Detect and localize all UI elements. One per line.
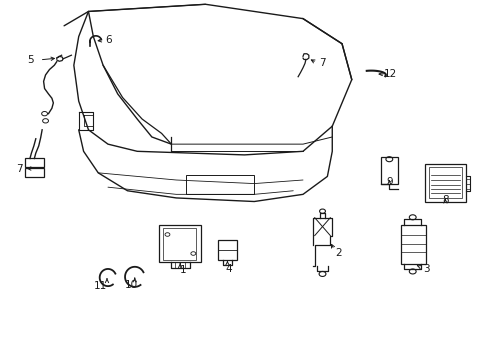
Text: 7: 7 [16, 163, 22, 174]
Bar [25, 168, 43, 177]
Text: 12: 12 [384, 69, 397, 79]
Text: 11: 11 [94, 281, 107, 291]
Text: 1: 1 [180, 265, 186, 275]
Bar [380, 157, 397, 184]
Text: 10: 10 [124, 280, 138, 290]
Text: 7: 7 [319, 58, 325, 68]
Bar [163, 228, 196, 260]
Text: 5: 5 [27, 55, 34, 65]
Text: 6: 6 [105, 35, 112, 45]
Bar [428, 167, 461, 198]
Text: 9: 9 [385, 177, 392, 187]
Bar [217, 240, 237, 260]
Text: 3: 3 [423, 264, 429, 274]
Bar [159, 225, 200, 262]
Bar [185, 175, 254, 194]
Bar [424, 164, 466, 202]
Text: 2: 2 [335, 248, 341, 258]
Bar [400, 225, 425, 264]
Bar [25, 158, 43, 167]
Text: 4: 4 [225, 264, 232, 274]
Text: 8: 8 [441, 195, 448, 206]
